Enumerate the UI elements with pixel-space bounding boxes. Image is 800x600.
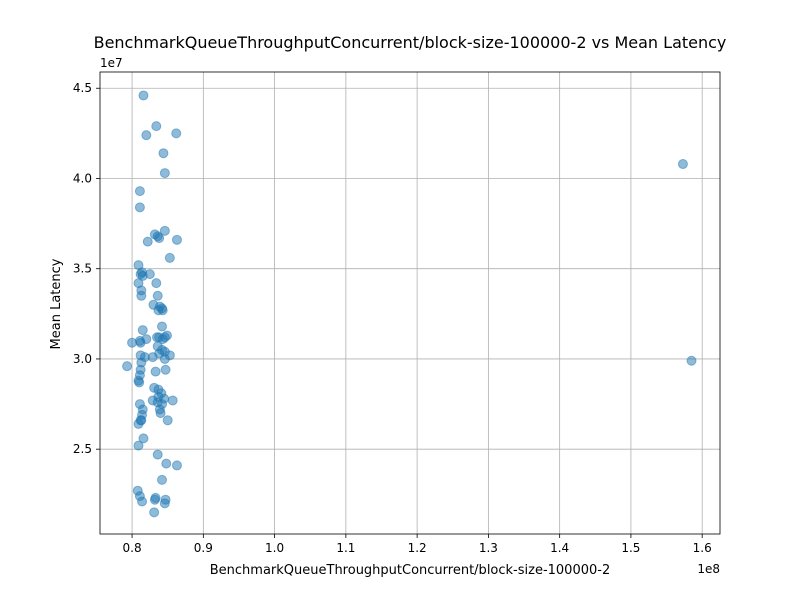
scatter-point [134, 186, 145, 197]
scatter-point [141, 130, 152, 141]
scatter-point [164, 252, 175, 263]
plot-frame [99, 71, 721, 535]
scatter-point [159, 498, 170, 509]
scatter-point [135, 337, 146, 348]
scatter-point [167, 395, 178, 406]
y-tick-label: 4.0 [73, 171, 92, 185]
scatter-point [134, 377, 145, 388]
scatter-point [159, 353, 170, 364]
scatter-point [137, 325, 148, 336]
x-tick-label: 1.5 [621, 541, 640, 555]
y-axis-label: Mean Latency [49, 258, 64, 349]
scatter-point [157, 474, 167, 485]
x-tick-label: 1.2 [408, 541, 427, 555]
scatter-point [160, 364, 171, 375]
scatter-point [152, 290, 163, 301]
scatter-point [686, 355, 697, 366]
scatter-point [151, 278, 162, 289]
scatter-point [134, 202, 145, 213]
scatter-point [137, 270, 148, 281]
x-tick-label: 1.0 [265, 541, 284, 555]
scatter-point [150, 492, 161, 503]
chart-title: BenchmarkQueueThroughputConcurrent/block… [94, 33, 727, 52]
x-tick-label: 1.6 [693, 541, 712, 555]
scatter-point [157, 334, 168, 345]
scatter-point [171, 234, 182, 245]
data-points [122, 90, 697, 518]
grid-lines [100, 72, 720, 534]
y-tick-label: 3.5 [73, 262, 92, 276]
scatter-point [158, 148, 169, 159]
scatter-point [162, 415, 173, 426]
x-tick-label: 0.8 [123, 541, 142, 555]
scatter-point [159, 168, 170, 179]
y-tick-label: 4.5 [73, 81, 92, 95]
scatter-point [142, 236, 153, 247]
axes: 0.8 0.9 1.0 1.1 1.2 1.3 1.4 1.5 1.6 2.5 3.0 3.5 4.0 4… [73, 71, 721, 555]
scatter-point [161, 458, 172, 469]
scatter-point [157, 305, 168, 316]
y-axis-offset-label: 1e7 [100, 56, 123, 70]
scatter-point [159, 225, 170, 236]
scatter-point [171, 128, 182, 139]
x-axis-offset-label: 1e8 [697, 562, 720, 576]
scatter-point [157, 321, 167, 332]
scatter-point [155, 408, 166, 419]
y-tick-label: 3.0 [73, 352, 92, 366]
scatter-point [138, 90, 149, 101]
x-tick-label: 1.1 [336, 541, 355, 555]
scatter-point [149, 507, 160, 518]
x-tick-label: 1.4 [550, 541, 569, 555]
y-tick-label: 2.5 [73, 442, 92, 456]
scatter-point [133, 418, 144, 429]
scatter-point [171, 460, 182, 471]
scatter-point [127, 337, 138, 348]
scatter-point [152, 449, 163, 460]
scatter-point [150, 366, 161, 377]
x-tick-label: 1.3 [479, 541, 498, 555]
scatter-point [677, 159, 688, 170]
scatter-point [136, 290, 147, 301]
scatter-point [133, 440, 144, 451]
scatter-point [154, 233, 165, 244]
scatter-point [151, 121, 162, 132]
scatter-point [137, 496, 148, 507]
scatter-point [138, 433, 149, 444]
x-axis-label: BenchmarkQueueThroughputConcurrent/block… [210, 563, 610, 578]
x-tick-label: 0.9 [194, 541, 213, 555]
scatter-point [122, 361, 133, 372]
